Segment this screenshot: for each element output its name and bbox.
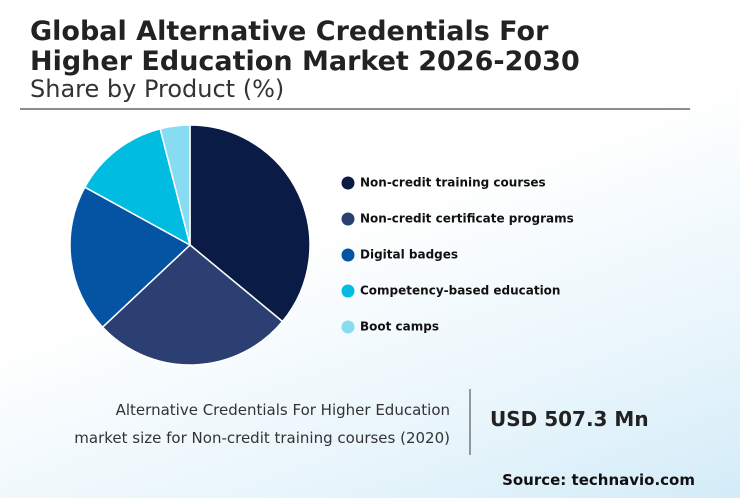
note-line: market size for Non-credit training cour… bbox=[74, 429, 450, 447]
title-line: Higher Education Market 2026-2030 bbox=[30, 46, 580, 77]
pie-slice bbox=[69, 186, 192, 329]
pie-slice bbox=[101, 244, 284, 366]
legend-label: Non-credit training courses bbox=[360, 176, 546, 190]
legend-label: Competency-based education bbox=[360, 284, 560, 298]
legend-swatch bbox=[341, 320, 355, 334]
note-line: Alternative Credentials For Higher Educa… bbox=[116, 401, 450, 419]
legend-label: Boot camps bbox=[360, 320, 439, 334]
pie-slice bbox=[83, 127, 192, 247]
pie-slice bbox=[189, 124, 311, 323]
legend-swatch bbox=[341, 284, 355, 298]
pie-slice bbox=[159, 124, 191, 246]
title-line: Global Alternative Credentials For bbox=[30, 16, 549, 47]
legend-swatch bbox=[341, 176, 355, 190]
subtitle: Share by Product (%) bbox=[30, 75, 284, 103]
legend-label: Non-credit certificate programs bbox=[360, 212, 574, 226]
legend-label: Digital badges bbox=[360, 248, 458, 262]
legend-swatch bbox=[341, 212, 355, 226]
legend-swatch bbox=[341, 248, 355, 262]
source: Source: technavio.com bbox=[502, 471, 695, 489]
highlight-value: USD 507.3 Mn bbox=[490, 407, 649, 431]
